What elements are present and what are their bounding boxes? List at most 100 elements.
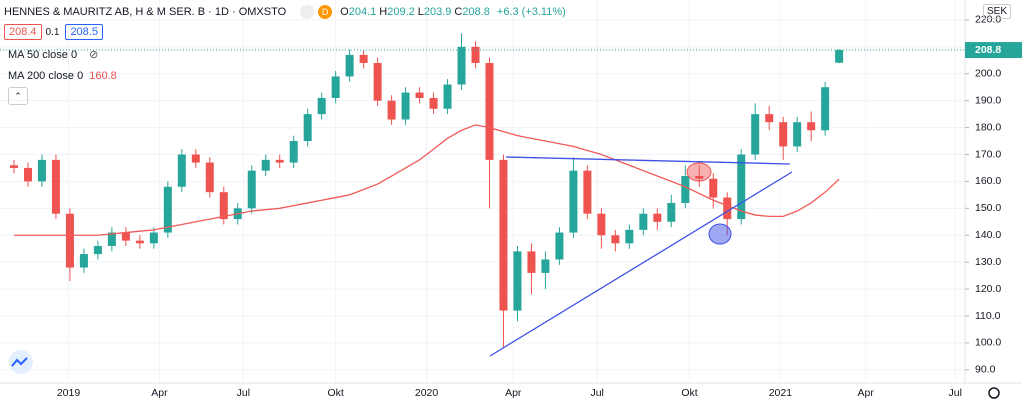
x-tick-label: 2020: [415, 387, 439, 399]
y-tick-label: 220.0: [975, 14, 1001, 26]
collapse-button[interactable]: ⌃: [8, 87, 28, 105]
candle-body: [331, 76, 340, 98]
candle-body: [23, 167, 32, 182]
candle-body: [149, 232, 158, 244]
candle-body: [555, 232, 564, 260]
y-tick-label: 200.0: [975, 68, 1001, 80]
ma200-legend: MA 200 close 0 160.8: [8, 70, 117, 82]
x-tick-label: Apr: [858, 387, 875, 399]
candle-body: [541, 259, 550, 273]
x-tick-label: Okt: [681, 387, 697, 399]
y-tick-label: 140.0: [975, 229, 1001, 241]
x-tick-label: Jul: [590, 387, 603, 399]
candle-body: [793, 122, 802, 147]
y-tick-label: 100.0: [975, 337, 1001, 349]
candle-body: [513, 251, 522, 311]
x-tick-label: Jul: [948, 387, 961, 399]
candle-body: [359, 54, 368, 63]
candle-body: [205, 162, 214, 193]
candle-body: [485, 62, 494, 160]
ohlc-label: C: [454, 6, 463, 18]
ohlc-label: O: [340, 6, 349, 18]
y-tick-label: 110.0: [975, 310, 1001, 322]
ohlc-value: 204.1: [348, 6, 377, 18]
candle-body: [191, 154, 200, 163]
y-tick-label: 130.0: [975, 256, 1001, 268]
candle-body: [443, 84, 452, 109]
change: +6.3 (+3.11%): [496, 6, 566, 18]
candle-body: [723, 197, 732, 220]
candle-body: [163, 186, 172, 233]
candle-body: [219, 192, 228, 220]
logo[interactable]: [9, 350, 33, 374]
highlight-ellipse: [686, 162, 712, 182]
candle-body: [597, 213, 606, 236]
settings-icon[interactable]: [988, 387, 1000, 399]
candle-body: [79, 254, 88, 268]
x-tick-label: 2019: [57, 387, 81, 399]
candle-body: [303, 114, 312, 142]
candle-body: [611, 235, 620, 244]
buy-button[interactable]: 208.5: [65, 24, 103, 40]
y-tick-label: 160.0: [975, 175, 1001, 187]
x-tick-label: 2021: [769, 387, 793, 399]
candle-body: [37, 159, 46, 182]
ohlc-value: 203.9: [423, 6, 452, 18]
candle-body: [135, 240, 144, 244]
spread: 0.1: [45, 26, 60, 38]
ohlc-value: 208.8: [462, 6, 490, 18]
sell-button[interactable]: 208.4: [4, 24, 42, 40]
last-price-tag: [965, 42, 1022, 59]
candle-body: [653, 213, 662, 222]
eye-icon[interactable]: [300, 5, 315, 19]
last-price-label: 208.8: [975, 44, 1001, 56]
candle-body: [737, 154, 746, 220]
candle-body: [429, 97, 438, 109]
candle-body: [51, 159, 60, 214]
y-tick-label: 150.0: [975, 202, 1001, 214]
series-value: 160.8: [89, 70, 117, 82]
candle-body: [247, 170, 256, 209]
x-tick-label: Apr: [151, 387, 168, 399]
ma-line: [13, 124, 840, 236]
candle-body: [583, 170, 592, 214]
candle-body: [471, 46, 480, 63]
candle-body: [121, 232, 130, 241]
candle-body: [569, 170, 578, 233]
candle-body: [625, 229, 634, 244]
y-tick-label: 180.0: [975, 121, 1001, 133]
candle-body: [695, 176, 704, 179]
candle-body: [289, 141, 298, 163]
grid: [0, 0, 969, 383]
candle-body: [457, 46, 466, 85]
candle-body: [373, 62, 382, 101]
candle-body: [275, 159, 284, 163]
legend-title: HENNES & MAURITZ AB, H & M SER. B · 1D ·…: [4, 5, 566, 19]
series-name: MA 200 close 0: [8, 70, 84, 82]
series-name: MA 50 close 0: [8, 48, 78, 61]
candle-body: [751, 114, 760, 155]
logo-icon: [11, 357, 28, 367]
candle-body: [107, 232, 116, 247]
candle-body: [345, 54, 354, 77]
title: HENNES & MAURITZ AB, H & M SER. B · 1D ·…: [4, 6, 287, 18]
candle-body: [527, 251, 536, 273]
hidden-icon[interactable]: ⊘: [89, 49, 99, 61]
ohlc-label: L: [417, 6, 424, 18]
y-tick-label: 120.0: [975, 283, 1001, 295]
x-tick-label: Jul: [237, 387, 250, 399]
candle-body: [177, 154, 186, 187]
badge: D: [318, 5, 333, 19]
x-tick-label: Apr: [505, 387, 522, 399]
candle-body: [415, 92, 424, 98]
marks: [0, 33, 965, 349]
trendline: [489, 171, 793, 357]
candle-body: [9, 165, 18, 168]
currency[interactable]: SEK: [983, 4, 1012, 19]
candle-body: [807, 122, 816, 131]
candle-body: [93, 246, 102, 255]
ohlc-values: O204.1 H209.2 L203.9 C208.8: [340, 6, 493, 18]
candle-body: [779, 122, 788, 147]
